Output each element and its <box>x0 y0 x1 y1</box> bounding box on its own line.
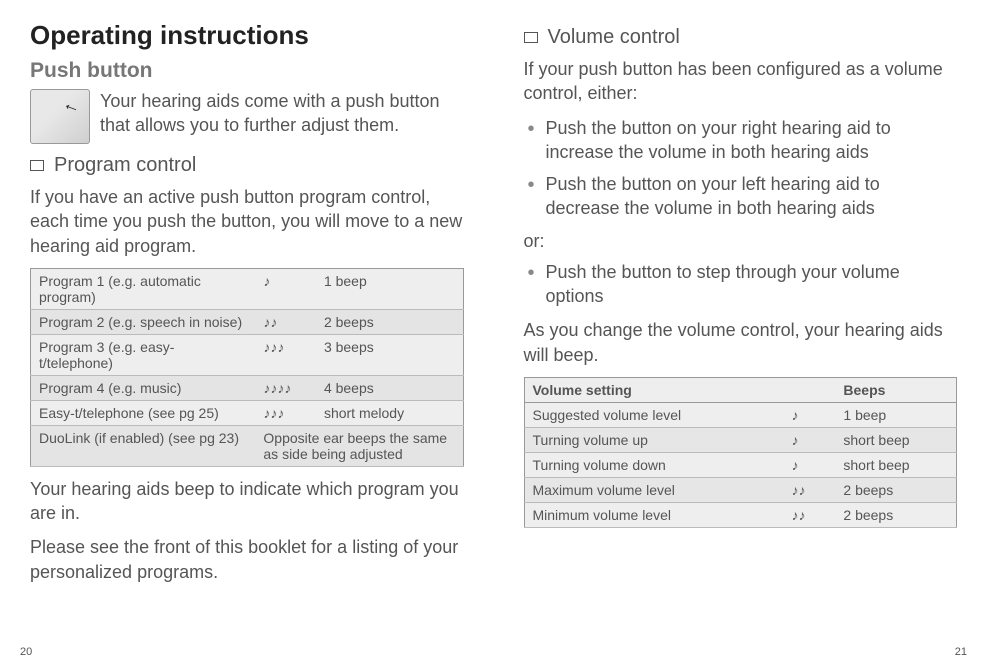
program-name: Program 1 (e.g. automatic program) <box>31 268 256 309</box>
program-control-title: Program control <box>54 154 196 177</box>
program-name: Program 2 (e.g. speech in noise) <box>31 309 256 334</box>
vol-header-beeps: Beeps <box>835 377 956 402</box>
table-row: Maximum volume level♪♪2 beeps <box>524 477 957 502</box>
table-row: Turning volume down♪short beep <box>524 452 957 477</box>
page-number-left: 20 <box>20 646 32 658</box>
vol-beeps: 1 beep <box>835 402 956 427</box>
page-title: Operating instructions <box>30 20 464 51</box>
program-notes: ♪♪♪ <box>255 400 316 425</box>
list-item: Push the button on your left hearing aid… <box>524 172 958 221</box>
vol-beeps: 2 beeps <box>835 477 956 502</box>
table-row: Suggested volume level♪1 beep <box>524 402 957 427</box>
vol-beeps: short beep <box>835 427 956 452</box>
right-page: Volume control If your push button has b… <box>494 0 987 666</box>
vol-notes: ♪ <box>784 402 836 427</box>
table-row: Turning volume up♪short beep <box>524 427 957 452</box>
list-item: Push the button to step through your vol… <box>524 260 958 309</box>
vol-setting-name: Minimum volume level <box>524 502 784 527</box>
table-row: DuoLink (if enabled) (see pg 23)Opposite… <box>31 425 464 466</box>
vol-header-setting: Volume setting <box>524 377 784 402</box>
or-text: or: <box>524 231 958 252</box>
table-row: Minimum volume level♪♪2 beeps <box>524 502 957 527</box>
list-item: Push the button on your right hearing ai… <box>524 116 958 165</box>
volume-control-title: Volume control <box>548 26 680 49</box>
vol-setting-name: Maximum volume level <box>524 477 784 502</box>
table-row: Easy-t/telephone (see pg 25)♪♪♪short mel… <box>31 400 464 425</box>
volume-table: Volume setting Beeps Suggested volume le… <box>524 377 958 528</box>
vol-notes: ♪ <box>784 427 836 452</box>
program-name: DuoLink (if enabled) (see pg 23) <box>31 425 256 466</box>
program-beeps: 1 beep <box>316 268 463 309</box>
vol-notes: ♪ <box>784 452 836 477</box>
subheading-push-button: Push button <box>30 59 464 83</box>
vol-notes: ♪♪ <box>784 477 836 502</box>
program-name: Easy-t/telephone (see pg 25) <box>31 400 256 425</box>
vol-setting-name: Turning volume down <box>524 452 784 477</box>
after-table-text-2: Please see the front of this booklet for… <box>30 535 464 584</box>
left-content: Operating instructions Push button Your … <box>30 20 464 651</box>
program-name: Program 4 (e.g. music) <box>31 375 256 400</box>
hearing-aid-image <box>30 89 90 144</box>
program-beeps: 4 beeps <box>316 375 463 400</box>
page-number-right: 21 <box>955 646 967 658</box>
program-name: Program 3 (e.g. easy-t/telephone) <box>31 334 256 375</box>
program-notes: ♪♪♪♪ <box>255 375 316 400</box>
program-beeps: short melody <box>316 400 463 425</box>
table-row: Program 3 (e.g. easy-t/telephone)♪♪♪3 be… <box>31 334 464 375</box>
program-notes: ♪♪♪ <box>255 334 316 375</box>
right-content: Volume control If your push button has b… <box>524 20 958 651</box>
program-beeps: Opposite ear beeps the same as side bein… <box>255 425 463 466</box>
volume-control-heading: Volume control <box>524 26 958 49</box>
box-icon <box>524 32 538 43</box>
vol-beeps: short beep <box>835 452 956 477</box>
program-control-body: If you have an active push button progra… <box>30 185 464 258</box>
vol-beeps: 2 beeps <box>835 502 956 527</box>
intro-text: Your hearing aids come with a push butto… <box>100 89 464 138</box>
program-beeps: 2 beeps <box>316 309 463 334</box>
program-notes: ♪ <box>255 268 316 309</box>
vol-notes: ♪♪ <box>784 502 836 527</box>
program-beeps: 3 beeps <box>316 334 463 375</box>
program-notes: ♪♪ <box>255 309 316 334</box>
program-control-heading: Program control <box>30 154 464 177</box>
table-row: Program 4 (e.g. music)♪♪♪♪4 beeps <box>31 375 464 400</box>
intro-row: Your hearing aids come with a push butto… <box>30 89 464 144</box>
bullet-list-2: Push the button to step through your vol… <box>524 260 958 309</box>
after-table-text-1: Your hearing aids beep to indicate which… <box>30 477 464 526</box>
table-row: Program 2 (e.g. speech in noise)♪♪2 beep… <box>31 309 464 334</box>
left-page: Operating instructions Push button Your … <box>0 0 494 666</box>
volume-intro: If your push button has been configured … <box>524 57 958 106</box>
vol-setting-name: Suggested volume level <box>524 402 784 427</box>
bullet-list-1: Push the button on your right hearing ai… <box>524 116 958 221</box>
vol-header-blank <box>784 377 836 402</box>
vol-setting-name: Turning volume up <box>524 427 784 452</box>
table-row: Program 1 (e.g. automatic program)♪1 bee… <box>31 268 464 309</box>
box-icon <box>30 160 44 171</box>
program-table: Program 1 (e.g. automatic program)♪1 bee… <box>30 268 464 467</box>
volume-body-2: As you change the volume control, your h… <box>524 318 958 367</box>
